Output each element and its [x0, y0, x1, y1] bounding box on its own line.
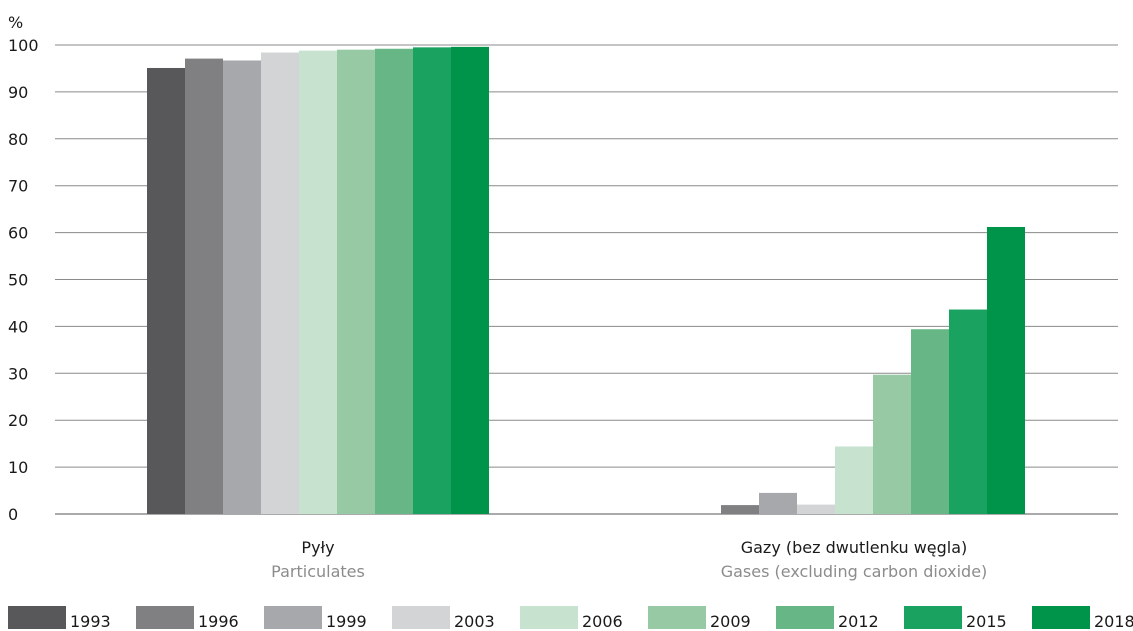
- legend-label-2012: 2012: [838, 612, 879, 631]
- category-label: Pyły: [301, 538, 334, 557]
- legend-label-2018: 2018: [1094, 612, 1133, 631]
- category-labels: Pyły Particulates Gazy (bez dwutlenku węgl…: [271, 538, 987, 581]
- legend-swatch-2009: [648, 606, 706, 629]
- legend-swatch-1999: [264, 606, 322, 629]
- bar-2006-particulates: [299, 50, 337, 515]
- legend-label-2006: 2006: [582, 612, 623, 631]
- legend-label-1999: 1999: [326, 612, 367, 631]
- bar-2015-gases: [949, 309, 987, 514]
- y-tick-label: 30: [8, 364, 28, 383]
- bar-2006-gases: [835, 446, 873, 514]
- y-tick-label: 80: [8, 130, 28, 149]
- bar-1996-gases: [721, 505, 759, 514]
- legend-swatch-2003: [392, 606, 450, 629]
- y-tick-label: 90: [8, 83, 28, 102]
- legend-swatch-2006: [520, 606, 578, 629]
- y-tick-label: 70: [8, 177, 28, 196]
- legend-swatch-1996: [136, 606, 194, 629]
- legend: 1993 1996 1999 2003 2006 2009 2012 2015 2018: [8, 606, 1133, 631]
- y-tick-label: 0: [8, 505, 18, 524]
- bar-2018-gases: [987, 226, 1025, 515]
- category-sublabel: Gases (excluding carbon dioxide): [721, 562, 988, 581]
- category-label: Gazy (bez dwutlenku węgla): [741, 538, 968, 557]
- legend-label-1996: 1996: [198, 612, 239, 631]
- bars: [147, 46, 1025, 515]
- y-axis-unit-label: %: [8, 13, 23, 32]
- bar-2009-particulates: [337, 49, 375, 514]
- bar-1999-particulates: [223, 60, 261, 515]
- bar-1993-gases: [683, 513, 721, 515]
- legend-swatch-2012: [776, 606, 834, 629]
- y-tick-label: 60: [8, 224, 28, 243]
- legend-label-2009: 2009: [710, 612, 751, 631]
- bar-1999-gases: [759, 492, 797, 514]
- y-tick-label: 20: [8, 411, 28, 430]
- category-sublabel: Particulates: [271, 562, 365, 581]
- legend-swatch-1993: [8, 606, 66, 629]
- legend-label-1993: 1993: [70, 612, 111, 631]
- bar-1993-particulates: [147, 67, 185, 514]
- y-tick-label: 10: [8, 458, 28, 477]
- bar-2015-particulates: [413, 47, 451, 514]
- bar-2003-particulates: [261, 52, 299, 515]
- bar-2009-gases: [873, 374, 911, 514]
- bar-2012-particulates: [375, 48, 413, 514]
- y-tick-label: 50: [8, 271, 28, 290]
- bar-2003-gases: [797, 504, 835, 514]
- legend-swatch-2015: [904, 606, 962, 629]
- legend-label-2003: 2003: [454, 612, 495, 631]
- bar-2018-particulates: [451, 46, 489, 514]
- y-tick-label: 100: [8, 36, 39, 55]
- legend-label-2015: 2015: [966, 612, 1007, 631]
- bar-1996-particulates: [185, 58, 223, 514]
- y-axis: % 0 10 20 30 40 50 60 70 80 90 100: [8, 13, 39, 524]
- legend-swatch-2018: [1032, 606, 1090, 629]
- y-tick-label: 40: [8, 317, 28, 336]
- bar-2012-gases: [911, 329, 949, 514]
